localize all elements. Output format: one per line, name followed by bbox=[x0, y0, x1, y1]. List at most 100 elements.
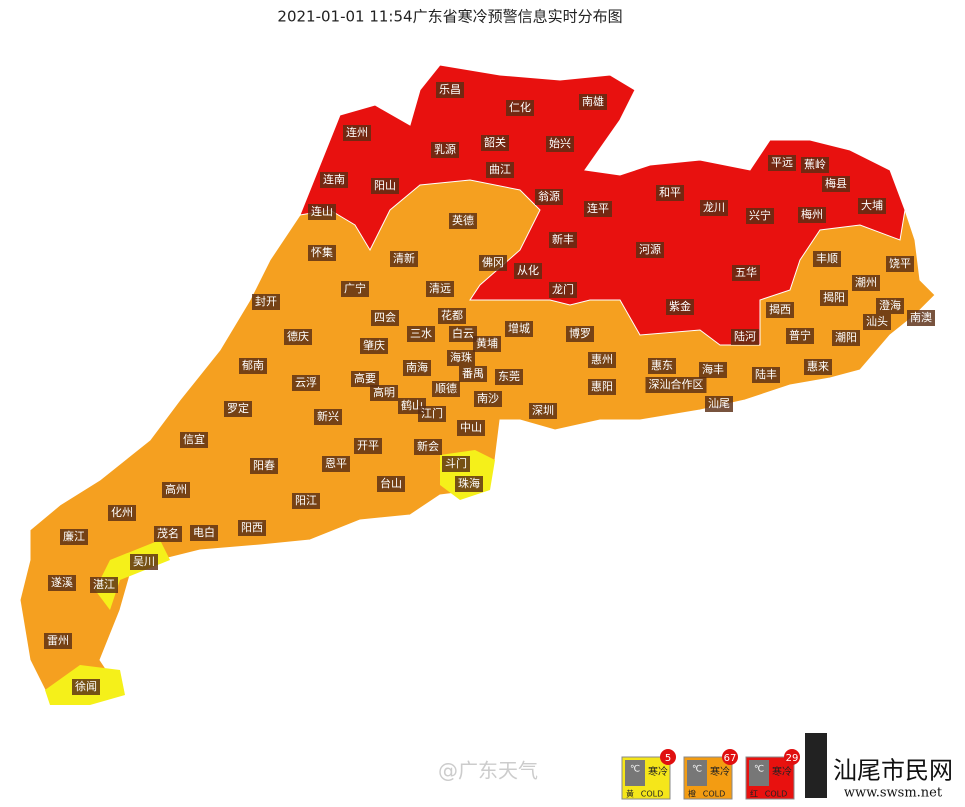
region-name: 连山 bbox=[311, 205, 333, 218]
label-box bbox=[292, 375, 320, 391]
region-name: 澄海 bbox=[879, 298, 901, 312]
region-label: 潮阳 bbox=[832, 330, 860, 346]
region-label: 梅县 bbox=[822, 176, 850, 192]
region-name: 惠东 bbox=[651, 358, 673, 372]
label-box bbox=[457, 420, 485, 436]
map bbox=[19, 64, 936, 706]
region-label: 怀集 bbox=[308, 245, 336, 261]
region-name: 乳源 bbox=[434, 142, 456, 156]
label-box bbox=[832, 330, 860, 346]
legend-en: COLD bbox=[641, 790, 664, 799]
region-label: 清新 bbox=[390, 251, 418, 267]
legend-unit: ℃ bbox=[630, 765, 640, 775]
region-label: 阳春 bbox=[250, 458, 278, 474]
legend-icon bbox=[625, 760, 645, 786]
region-label: 信宜 bbox=[180, 432, 208, 448]
region-label: 南澳 bbox=[907, 310, 935, 326]
label-box bbox=[190, 525, 218, 541]
region-name: 开平 bbox=[357, 439, 379, 452]
region-label: 惠州 bbox=[588, 352, 616, 368]
label-box bbox=[250, 458, 278, 474]
region-label: 从化 bbox=[514, 263, 542, 279]
region-label: 陆丰 bbox=[752, 367, 780, 383]
region-name: 连州 bbox=[346, 126, 368, 139]
region-label: 澄海 bbox=[876, 298, 904, 314]
region-name: 深汕合作区 bbox=[649, 377, 704, 391]
region-label: 阳江 bbox=[292, 493, 320, 509]
legend-level: 黄 bbox=[626, 789, 634, 799]
label-box bbox=[343, 125, 371, 141]
region-label: 梅州 bbox=[798, 207, 826, 223]
region-name: 高州 bbox=[165, 482, 187, 496]
label-box bbox=[486, 162, 514, 178]
legend-level: 红 bbox=[750, 789, 758, 799]
region-name: 梅州 bbox=[801, 207, 823, 221]
region-name: 南海 bbox=[406, 360, 428, 374]
region-label: 龙门 bbox=[549, 282, 577, 298]
legend-icon bbox=[687, 760, 707, 786]
region-label: 花都 bbox=[438, 308, 466, 324]
label-box bbox=[752, 367, 780, 383]
region-name: 肇庆 bbox=[363, 338, 385, 352]
region-name: 海丰 bbox=[702, 362, 724, 376]
region-label: 增城 bbox=[505, 321, 533, 337]
region-name: 蕉岭 bbox=[804, 157, 826, 171]
label-box bbox=[705, 396, 733, 412]
watermark: @广东天气 bbox=[438, 759, 538, 783]
legend-name: 寒冷 bbox=[710, 765, 730, 778]
region-label: 丰顺 bbox=[813, 251, 841, 267]
region-label: 高明 bbox=[370, 385, 398, 401]
region-label: 恩平 bbox=[322, 456, 350, 472]
region-label: 高要 bbox=[351, 371, 379, 387]
region-name: 龙川 bbox=[703, 201, 725, 214]
region-name: 始兴 bbox=[549, 136, 571, 150]
legend-unit: ℃ bbox=[754, 765, 764, 775]
region-name: 增城 bbox=[508, 321, 530, 335]
region-label: 阳山 bbox=[371, 178, 399, 194]
region-name: 四会 bbox=[374, 311, 396, 324]
region-label: 三水 bbox=[407, 326, 435, 342]
region-label: 遂溪 bbox=[48, 575, 76, 591]
region-label: 惠来 bbox=[804, 359, 832, 375]
label-box bbox=[284, 329, 312, 345]
label-box bbox=[449, 213, 477, 229]
region-name: 吴川 bbox=[133, 555, 155, 568]
label-box bbox=[322, 456, 350, 472]
region-label: 南雄 bbox=[579, 94, 607, 110]
region-name: 南澳 bbox=[910, 311, 932, 324]
region-name: 深圳 bbox=[532, 404, 554, 417]
region-name: 潮州 bbox=[855, 275, 877, 289]
region-label: 饶平 bbox=[886, 256, 914, 272]
label-box bbox=[863, 314, 891, 330]
region-name: 江门 bbox=[421, 406, 443, 420]
region-name: 阳山 bbox=[374, 179, 396, 192]
label-box bbox=[666, 299, 694, 315]
region-label: 南海 bbox=[403, 360, 431, 376]
region-name: 高明 bbox=[373, 385, 395, 399]
label-box bbox=[549, 232, 577, 248]
region-name: 揭西 bbox=[769, 302, 791, 316]
label-box bbox=[252, 294, 280, 310]
region-name: 东莞 bbox=[498, 370, 520, 383]
region-label: 连平 bbox=[584, 201, 612, 217]
region-label: 乳源 bbox=[431, 142, 459, 158]
region-name: 陆河 bbox=[734, 329, 756, 343]
label-box bbox=[432, 381, 460, 397]
region-name: 丰顺 bbox=[816, 252, 838, 265]
label-box bbox=[801, 157, 829, 173]
region-label: 河源 bbox=[636, 242, 664, 258]
region-label: 珠海 bbox=[455, 476, 483, 492]
region-label: 和平 bbox=[656, 185, 684, 201]
region-name: 顺德 bbox=[435, 381, 457, 395]
label-box bbox=[224, 401, 252, 417]
region-label: 阳西 bbox=[238, 520, 266, 536]
region-name: 徐闻 bbox=[75, 679, 97, 693]
region-label: 广宁 bbox=[341, 281, 369, 297]
region-label: 普宁 bbox=[786, 328, 814, 344]
label-box bbox=[48, 575, 76, 591]
region-name: 河源 bbox=[639, 242, 661, 256]
label-box bbox=[431, 142, 459, 158]
region-label: 惠阳 bbox=[588, 379, 616, 395]
region-label: 韶关 bbox=[481, 135, 509, 151]
